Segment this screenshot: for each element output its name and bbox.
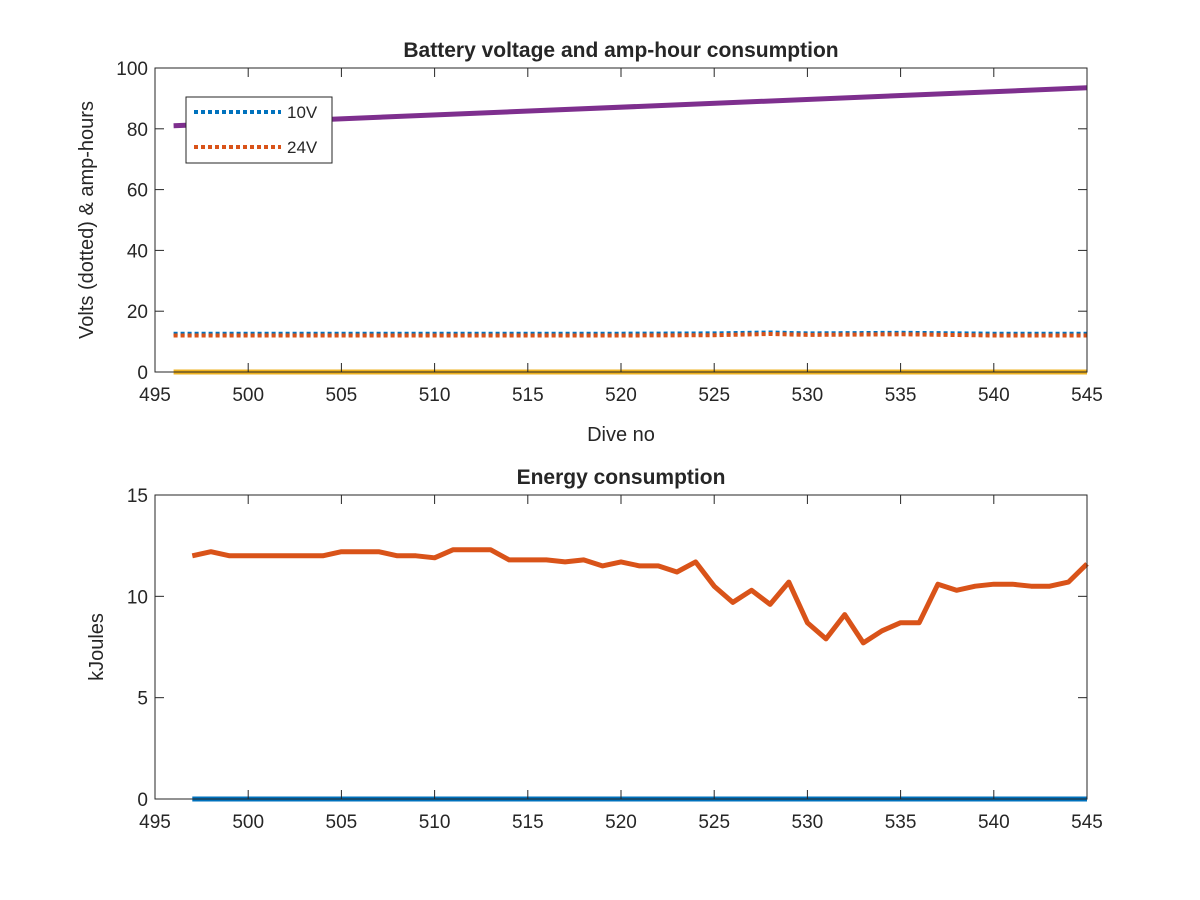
y-tick-label: 10 [127,587,148,608]
axes-box [154,494,1088,800]
x-tick-label: 495 [139,812,171,833]
chart-title: Battery voltage and amp-hour consumption [403,39,838,62]
legend-box [185,96,333,164]
x-tick-label: 540 [978,385,1010,406]
x-tick-label: 530 [792,385,824,406]
x-tick-label: 545 [1071,385,1103,406]
x-tick-label: 510 [419,385,451,406]
y-tick-label: 0 [137,790,148,811]
legend-label-10v: 10V [287,103,318,122]
x-tick-label: 505 [326,812,358,833]
x-tick-label: 520 [605,812,637,833]
x-tick-label: 530 [792,812,824,833]
legend: 10V 24V [185,96,333,164]
y-axis-label: Volts (dotted) & amp-hours [76,101,98,339]
y-tick-label: 15 [127,486,148,507]
x-tick-label: 535 [885,385,917,406]
x-tick-label: 510 [419,812,451,833]
x-tick-label: 495 [139,385,171,406]
y-tick-label: 0 [137,363,148,384]
x-tick-label: 545 [1071,812,1103,833]
ticks-layer: 495 500 505 510 515 520 525 530 535 540 545 0 20 40 60… [116,59,1103,406]
x-tick-label: 520 [605,385,637,406]
y-tick-label: 40 [127,241,148,262]
x-tick-label: 500 [232,812,264,833]
x-tick-label: 500 [232,385,264,406]
y-tick-label: 5 [137,689,148,710]
series-line-2 [191,547,1089,646]
plot-area [155,495,1087,799]
y-axis-label: kJoules [86,613,108,681]
x-tick-label: 515 [512,812,544,833]
x-tick-label: 540 [978,812,1010,833]
energy-chart: 495 500 505 510 515 520 525 530 535 540 545051015 … [86,466,1103,833]
chart-title: Energy consumption [517,466,726,489]
y-tick-label: 100 [116,59,148,80]
x-tick-label: 515 [512,385,544,406]
x-tick-label: 525 [698,812,730,833]
x-tick-label: 505 [326,385,358,406]
battery-chart: 495 500 505 510 515 520 525 530 535 540 545 0 20 40 60… [76,39,1103,446]
series-line-24v [173,332,1087,338]
y-tick-label: 80 [127,120,148,141]
x-tick-label: 535 [885,812,917,833]
y-tick-label: 20 [127,302,148,323]
x-axis-label: Dive no [587,424,655,446]
axes-box [154,67,1088,373]
x-tick-label: 525 [698,385,730,406]
legend-label-24v: 24V [287,138,318,157]
y-tick-label: 60 [127,181,148,202]
